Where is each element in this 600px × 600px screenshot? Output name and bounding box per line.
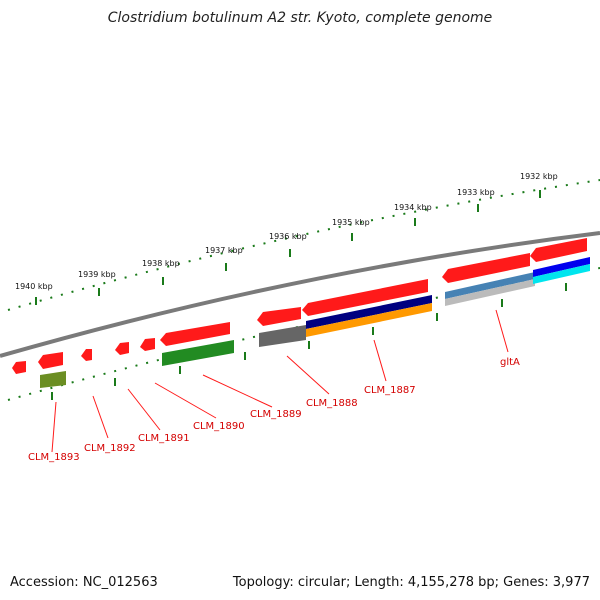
leader-line bbox=[202, 374, 273, 408]
map-title: Clostridium botulinum A2 str. Kyoto, com… bbox=[107, 10, 493, 26]
tick-label: 1933 kbp bbox=[457, 188, 495, 197]
green-feature bbox=[162, 340, 234, 366]
lower-major-ticks bbox=[51, 283, 567, 400]
tick-label: 1939 kbp bbox=[78, 270, 116, 279]
tick-label: 1932 kbp bbox=[520, 172, 558, 181]
gene-arrow bbox=[442, 253, 530, 283]
gene-label: CLM_1887 bbox=[364, 385, 416, 396]
tick-label: 1935 kbp bbox=[332, 218, 370, 227]
gene-label: CLM_1889 bbox=[250, 409, 302, 420]
leader-line bbox=[286, 355, 330, 395]
leader-line bbox=[51, 401, 57, 453]
tick-label: 1936 kbp bbox=[269, 232, 307, 241]
accession-text: Accession: NC_012563 bbox=[10, 575, 158, 590]
tick-label: 1934 kbp bbox=[394, 203, 432, 212]
leader-line bbox=[154, 382, 217, 419]
genome-backbone bbox=[0, 231, 600, 358]
tick-label: 1937 kbp bbox=[205, 246, 243, 255]
leader-line bbox=[373, 339, 387, 382]
upper-major-ticks bbox=[35, 190, 541, 305]
tick-label: 1940 kbp bbox=[15, 282, 53, 291]
gene-label: CLM_1892 bbox=[84, 443, 136, 454]
gene-arrow bbox=[302, 279, 428, 316]
gene-arrow bbox=[530, 238, 587, 262]
feature-bands bbox=[40, 257, 590, 388]
steel-feature bbox=[445, 272, 535, 299]
genome-summary-text: Topology: circular; Length: 4,155,278 bp… bbox=[232, 575, 590, 590]
leader-line bbox=[127, 388, 161, 431]
gene-arrow bbox=[115, 342, 129, 355]
gene-arrows bbox=[12, 238, 587, 374]
blue-feature bbox=[533, 257, 590, 277]
orange-feature bbox=[306, 303, 432, 337]
tick-label: 1938 kbp bbox=[142, 259, 180, 268]
gene-arrow bbox=[160, 322, 230, 346]
gene-label: CLM_1890 bbox=[193, 421, 245, 432]
gene-arrow bbox=[81, 349, 92, 361]
olive-feature bbox=[40, 371, 66, 388]
gene-label: CLM_1888 bbox=[306, 398, 358, 409]
gene-label: CLM_1891 bbox=[138, 433, 190, 444]
gene-arrow bbox=[140, 338, 155, 351]
gene-arrow bbox=[12, 361, 26, 374]
leader-line bbox=[495, 309, 509, 353]
gene-arrow bbox=[38, 352, 63, 369]
gene-arrow bbox=[257, 307, 301, 326]
gray-feature bbox=[259, 325, 306, 347]
silver-feature bbox=[445, 279, 535, 306]
navy-feature bbox=[306, 295, 432, 329]
cyan-feature bbox=[533, 264, 590, 284]
leader-line bbox=[92, 395, 109, 439]
gene-label: CLM_1893 bbox=[28, 452, 80, 463]
gene-label: gltA bbox=[500, 357, 520, 368]
leader-lines bbox=[51, 309, 509, 453]
